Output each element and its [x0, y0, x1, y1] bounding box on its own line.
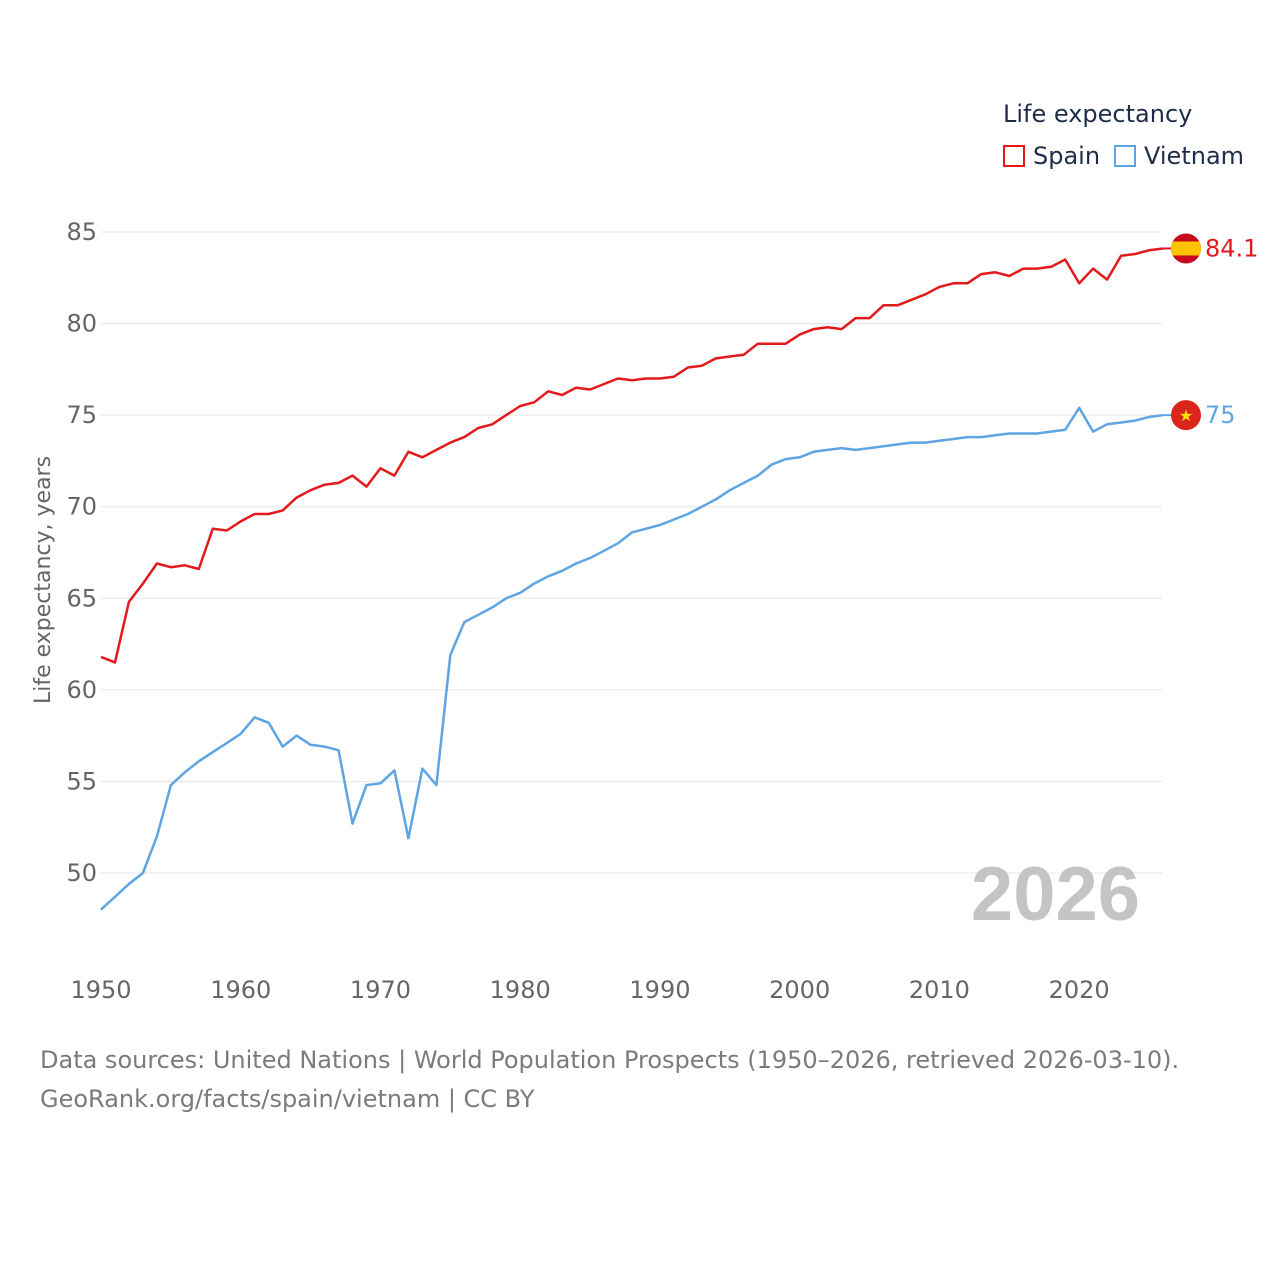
x-axis-ticks: 1950 1960 1970 1980 1990 2000 2010 2020: [70, 976, 1109, 1004]
series-lines: [100, 247, 1164, 911]
end-markers: 84.1 ★ 75: [1162, 233, 1258, 431]
legend-swatch-vietnam: [1114, 145, 1136, 167]
legend-label-spain: Spain: [1033, 142, 1101, 170]
y-tick-label: 80: [66, 310, 97, 338]
vietnam-flag-star: ★: [1179, 406, 1193, 425]
x-tick-label: 1970: [350, 976, 411, 1004]
x-tick-label: 2000: [769, 976, 830, 1004]
y-axis-ticks: 50 55 60 65 70 75 80 85: [66, 218, 97, 887]
end-value-label-vietnam: 75: [1205, 401, 1236, 429]
grid-lines: [101, 231, 1162, 874]
x-tick-label: 1990: [629, 976, 690, 1004]
series-line-spain: [100, 247, 1164, 664]
spain-flag-band: [1171, 241, 1201, 256]
y-tick-label: 65: [66, 584, 97, 612]
y-tick-label: 55: [66, 767, 97, 795]
y-tick-label: 50: [66, 859, 97, 887]
x-tick-label: 1950: [70, 976, 131, 1004]
x-tick-label: 1960: [210, 976, 271, 1004]
x-tick-label: 2010: [909, 976, 970, 1004]
legend-title: Life expectancy: [1003, 100, 1193, 128]
vietnam-flag-icon: [1171, 400, 1201, 431]
legend-swatch-spain: [1003, 145, 1025, 167]
footer-sources: Data sources: United Nations | World Pop…: [40, 1046, 1180, 1074]
x-tick-label: 2020: [1049, 976, 1110, 1004]
y-axis-label: Life expectancy, years: [31, 456, 56, 704]
year-watermark: 2026: [971, 852, 1140, 937]
y-tick-label: 85: [66, 218, 97, 246]
legend-item-vietnam[interactable]: Vietnam: [1114, 142, 1244, 170]
y-tick-label: 60: [66, 676, 97, 704]
legend-label-vietnam: Vietnam: [1144, 142, 1245, 170]
legend-item-spain[interactable]: Spain: [1003, 142, 1100, 170]
y-tick-label: 70: [66, 493, 97, 521]
x-tick-label: 1980: [490, 976, 551, 1004]
end-value-label-spain: 84.1: [1205, 234, 1258, 262]
y-tick-label: 75: [66, 401, 97, 429]
series-line-vietnam: [100, 406, 1164, 911]
footer-credit: GeoRank.org/facts/spain/vietnam | CC BY: [40, 1085, 535, 1113]
